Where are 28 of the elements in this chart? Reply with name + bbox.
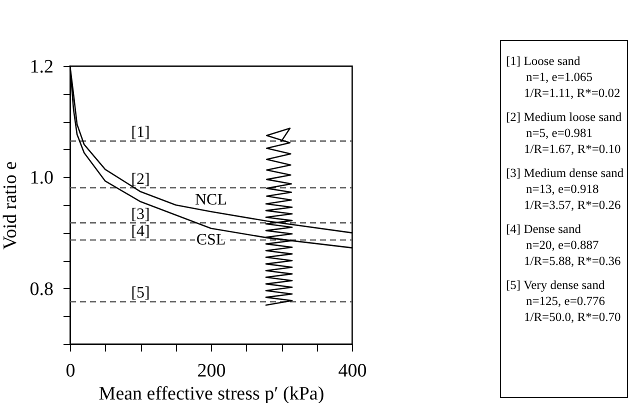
x-tick-label: 400 (338, 360, 367, 382)
text: [4] Dense sand (506, 221, 582, 237)
x-tick-label: 0 (66, 360, 76, 382)
text: n=20, e=0.887 (525, 237, 600, 253)
text: [5] Very dense sand (506, 277, 606, 293)
text: [1] Loose sand (506, 53, 582, 69)
text: n=125, e=0.776 (525, 293, 606, 309)
text: n=1, e=1.065 (525, 69, 594, 85)
y-tick-label: 1.0 (30, 168, 54, 189)
annotation: [5] (131, 284, 150, 302)
text: [3] Medium dense sand (506, 165, 625, 181)
y-tick-label: 0.8 (30, 278, 54, 300)
annotation: [3] (131, 206, 150, 223)
text: 1/R=3.57, R*=0.26 (523, 197, 622, 213)
x-tick-label: 200 (197, 360, 226, 382)
text: n=13, e=0.918 (525, 181, 600, 197)
annotation: [2] (131, 170, 150, 188)
y-axis-title: Void ratio e (0, 161, 21, 250)
annotation: [1] (131, 124, 150, 142)
y-tick-label: 1.2 (30, 56, 54, 78)
text: 1/R=5.88, R*=0.36 (523, 253, 622, 269)
text: 1/R=1.11, R*=0.02 (523, 85, 622, 101)
series-label: NCL (195, 192, 227, 209)
text: 1/R=50.0, R*=0.70 (523, 309, 622, 325)
text: n=5, e=0.981 (525, 125, 594, 141)
text: 1/R=1.67, R*=0.10 (523, 141, 622, 157)
annotation: [4] (131, 223, 150, 240)
text: [2] Medium loose sand (506, 109, 623, 125)
